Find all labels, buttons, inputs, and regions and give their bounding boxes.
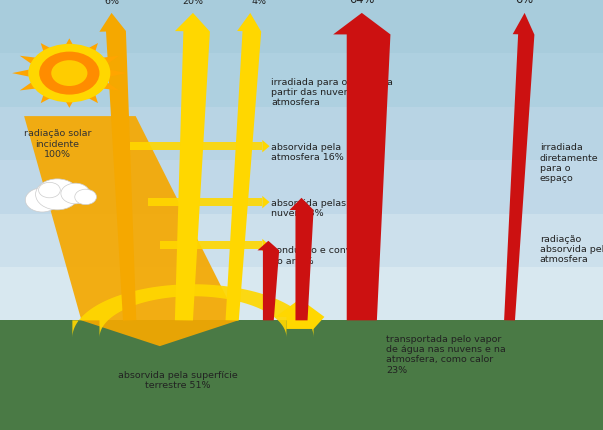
Polygon shape (504, 13, 534, 320)
Polygon shape (289, 198, 314, 320)
Text: absorvida pelas
nuvens 3%: absorvida pelas nuvens 3% (271, 199, 347, 218)
Polygon shape (40, 93, 54, 103)
Bar (0, 267, 603, 320)
Polygon shape (84, 93, 98, 103)
Circle shape (61, 183, 90, 204)
Polygon shape (110, 70, 127, 77)
Circle shape (28, 44, 110, 102)
Text: transportada pelo vapor
de água nas nuvens e na
atmosfera, como calor
23%: transportada pelo vapor de água nas nuve… (386, 335, 506, 375)
Circle shape (39, 182, 60, 198)
Polygon shape (20, 56, 37, 64)
Circle shape (39, 52, 99, 95)
Polygon shape (226, 13, 261, 320)
Text: radiação
absorvida pela
atmosfera: radiação absorvida pela atmosfera (540, 234, 603, 264)
Bar (0, 107, 603, 160)
Polygon shape (102, 83, 119, 90)
Bar (130, 142, 262, 150)
Polygon shape (20, 83, 37, 90)
Polygon shape (12, 70, 29, 77)
Text: irradiada
diretamente
para o
espaço: irradiada diretamente para o espaço (540, 143, 598, 184)
Polygon shape (262, 239, 270, 251)
Text: 64%: 64% (349, 0, 374, 6)
Polygon shape (276, 299, 324, 329)
Text: refletida pela
superfície terrestre
4%: refletida pela superfície terrestre 4% (213, 0, 305, 6)
Polygon shape (64, 98, 75, 108)
Polygon shape (175, 13, 210, 320)
Text: irradiada para o espaço a
partir das nuvens e da
atmosfera: irradiada para o espaço a partir das nuv… (271, 77, 393, 108)
Polygon shape (257, 241, 279, 320)
Circle shape (51, 60, 87, 86)
Bar (0, 214, 603, 267)
Text: condução e convecção
do ar 7%: condução e convecção do ar 7% (271, 246, 380, 266)
Polygon shape (24, 116, 238, 346)
Bar (0, 320, 603, 430)
Polygon shape (333, 13, 391, 320)
Polygon shape (64, 38, 75, 49)
Polygon shape (102, 56, 119, 64)
Circle shape (36, 179, 79, 210)
Bar (0, 0, 603, 53)
Bar (148, 198, 262, 206)
Text: radiação solar
incidente
100%: radiação solar incidente 100% (24, 129, 91, 159)
Bar (0, 160, 603, 214)
Circle shape (75, 189, 96, 205)
Circle shape (25, 188, 59, 212)
Bar (160, 241, 262, 249)
Polygon shape (41, 43, 54, 53)
Text: refletida
pelas nuvens
20%: refletida pelas nuvens 20% (162, 0, 224, 6)
Polygon shape (262, 140, 270, 152)
Text: refletida pela
atmosfera
6%: refletida pela atmosfera 6% (80, 0, 143, 6)
Text: absorvida pela superfície
terrestre 51%: absorvida pela superfície terrestre 51% (118, 371, 238, 390)
Polygon shape (72, 284, 314, 338)
Text: 6%: 6% (516, 0, 534, 6)
Polygon shape (99, 13, 136, 320)
Bar (0, 53, 603, 107)
Polygon shape (84, 43, 98, 53)
Text: absorvida pela
atmosfera 16%: absorvida pela atmosfera 16% (271, 143, 344, 163)
Polygon shape (262, 196, 270, 208)
